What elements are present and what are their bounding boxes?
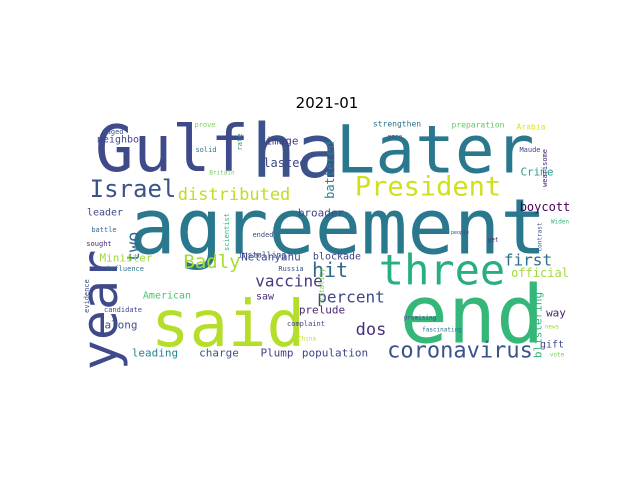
word: neighbor (97, 135, 145, 146)
word: President (355, 172, 501, 203)
word: preparation (452, 121, 505, 130)
word: fascinating (422, 327, 462, 334)
word: leading (132, 347, 178, 360)
word: coronavirus (387, 339, 533, 364)
word: Israel (90, 175, 177, 203)
word: solid (195, 146, 216, 154)
word: vote (550, 352, 565, 359)
word: pace (388, 134, 403, 141)
word: prelude (299, 304, 345, 317)
word: official (511, 266, 569, 280)
word: Widen (551, 219, 569, 226)
word: battered (323, 141, 337, 199)
word: percent (317, 288, 384, 307)
word: ha (251, 109, 340, 195)
word: blockade (313, 252, 361, 263)
word: Badly (183, 251, 240, 273)
word: broader (298, 207, 345, 220)
word: Crime (520, 166, 553, 179)
word: said (151, 288, 305, 362)
word: year (71, 250, 129, 370)
word: strengthen (373, 120, 421, 129)
word: Russia (278, 265, 303, 273)
word: evidence (83, 279, 91, 313)
word: people (451, 230, 469, 236)
word: two (124, 232, 144, 263)
word: Plump (260, 347, 293, 360)
word: gift (540, 340, 564, 351)
word: installing (238, 251, 286, 260)
word: hit (312, 258, 348, 282)
word: end (400, 269, 545, 362)
word: leader (87, 208, 123, 219)
word: sought (86, 240, 111, 248)
word: distributed (178, 185, 291, 205)
word: scientist (223, 213, 231, 251)
word: vaccine (255, 272, 322, 291)
word: Netanyahu (241, 251, 301, 264)
word: charge (199, 347, 239, 360)
word: rate (236, 134, 244, 151)
word: contrast (537, 222, 544, 251)
word: along (104, 319, 137, 332)
word: population (302, 347, 368, 360)
word: dos (356, 320, 387, 340)
word: promising (404, 315, 437, 322)
word: influence (106, 265, 144, 273)
word: Gulf (95, 113, 249, 187)
word: three (379, 246, 505, 295)
word: Minister (100, 252, 153, 265)
word: American (143, 291, 191, 302)
word: China (298, 336, 316, 343)
word: candidate (104, 306, 142, 314)
word: wearisome (541, 149, 549, 187)
word: prove (194, 121, 215, 129)
word: waged (102, 128, 123, 136)
word: news (545, 324, 560, 331)
word: complaint (287, 320, 325, 328)
word: yet (488, 237, 499, 244)
word: Britain (209, 170, 235, 177)
word: Arabia (517, 123, 546, 132)
word: lasted (263, 156, 306, 170)
word: way (546, 307, 566, 320)
word: Later (336, 112, 535, 189)
word: first (504, 251, 552, 270)
word: battle (91, 226, 116, 234)
word: image (265, 135, 298, 148)
word: boycott (520, 200, 571, 214)
chart-title: 2021-01 (296, 94, 359, 112)
word: vitality (318, 268, 326, 302)
word: blistering (532, 292, 545, 358)
word: saw (256, 292, 275, 303)
word: agreement (129, 184, 546, 273)
word: ended (252, 231, 273, 239)
word: Maude (519, 146, 540, 154)
